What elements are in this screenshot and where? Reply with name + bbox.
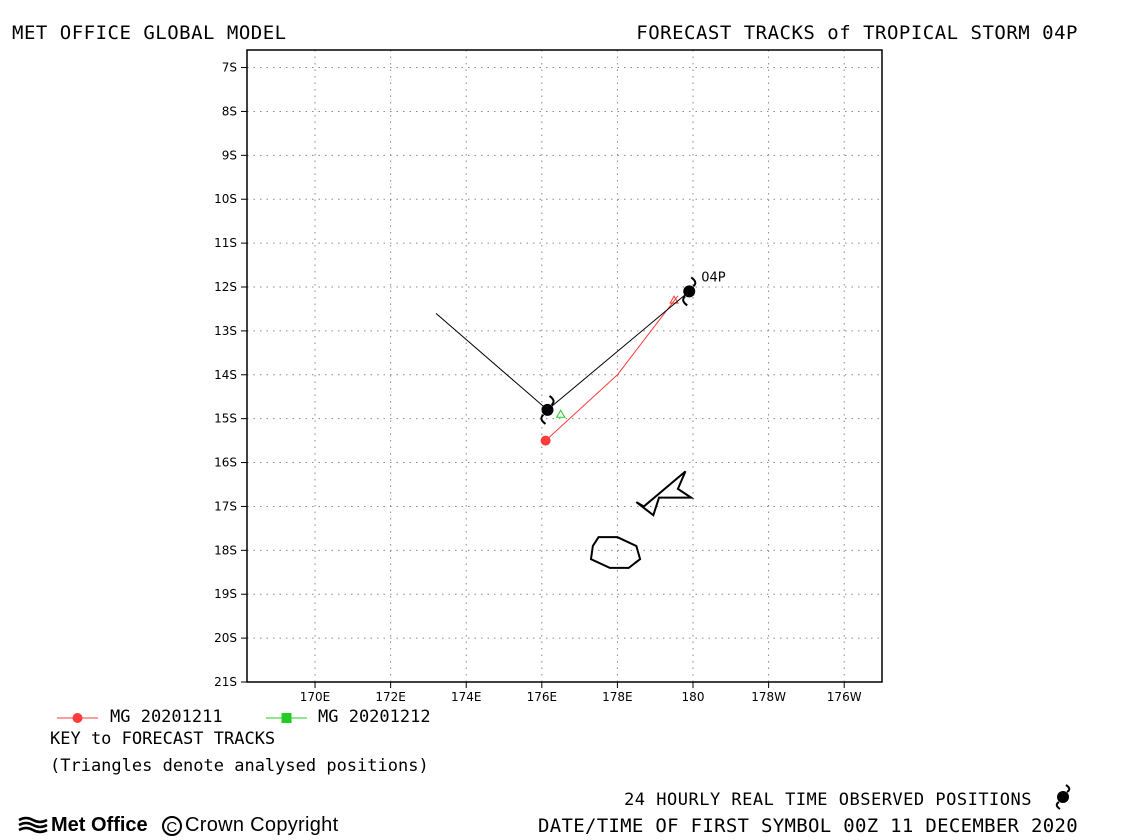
lon-tick-label: 170E (300, 690, 331, 704)
legend-label-mg-20201212: MG 20201212 (318, 707, 431, 727)
brand-name: Met Office (51, 814, 148, 836)
lat-tick-label: 9S (222, 148, 237, 162)
map-frame: 7S 8S 9S 10S 11S 12S 13S 14S 15S 16S 17S 18S 19S 20S 2… (214, 49, 883, 704)
first-symbol-datetime: DATE/TIME OF FIRST SYMBOL 00Z 11 DECEMBE… (538, 815, 1078, 837)
storm-symbol-core (541, 403, 554, 416)
storm-symbol-icon (1055, 784, 1071, 810)
legend-markers (57, 713, 307, 723)
lon-tick-label: 172E (375, 690, 406, 704)
storm-symbol (540, 395, 555, 425)
lat-tick-label: 11S (214, 236, 237, 250)
storm-name-label: 04P (701, 270, 726, 285)
legend-label-mg-20201211: MG 20201211 (110, 707, 223, 727)
model-name: MET OFFICE GLOBAL MODEL (12, 22, 287, 44)
observed-positions-label: 24 HOURLY REAL TIME OBSERVED POSITIONS (624, 790, 1032, 810)
forecast-tracks: 04P (435, 270, 726, 446)
island-outline (635, 470, 695, 517)
copyright-notice: C Crown Copyright (162, 814, 338, 837)
storm-symbol-arm (540, 414, 547, 425)
lon-tick-label: 174E (451, 690, 482, 704)
lat-tick-label: 8S (222, 104, 237, 118)
map-grid (247, 50, 882, 683)
lat-tick-label: 20S (214, 631, 237, 645)
lat-tick-label: 14S (214, 368, 237, 382)
chart-title: FORECAST TRACKS of TROPICAL STORM 04P (636, 22, 1078, 44)
storm-symbol-arm (690, 276, 697, 288)
lat-tick-label: 7S (222, 61, 237, 75)
analysed-position-triangle (555, 409, 566, 418)
land-outlines (589, 470, 695, 569)
copyright-text: Crown Copyright (185, 814, 339, 836)
island-outline (589, 536, 642, 569)
lon-tick-label: 176W (827, 690, 862, 704)
lat-tick-label: 18S (214, 543, 237, 557)
lat-tick-label: 12S (214, 280, 237, 294)
track-line (545, 295, 679, 441)
lon-tick-label: 180 (682, 690, 705, 704)
storm-symbol (682, 276, 697, 307)
storm-symbol-arm (548, 395, 555, 406)
lat-tick-label: 19S (214, 587, 237, 601)
analysed-position-triangle (669, 295, 679, 304)
lon-tick-label: 178W (751, 690, 786, 704)
lat-tick-label: 15S (214, 412, 237, 426)
key-title: KEY to FORECAST TRACKS (50, 729, 276, 749)
lat-tick-label: 16S (214, 456, 237, 470)
lat-tick-label: 10S (214, 192, 237, 206)
lat-tick-label: 13S (214, 324, 237, 338)
legend-square-marker (281, 713, 292, 723)
key-note: (Triangles denote analysed positions) (50, 756, 429, 776)
lat-tick-label: 17S (214, 499, 237, 513)
track-line (435, 291, 690, 411)
legend-circle-marker (72, 713, 83, 723)
map-border (246, 49, 883, 683)
lon-tick-label: 176E (527, 690, 558, 704)
storm-symbol-core (683, 285, 696, 298)
lat-tick-label: 21S (214, 675, 237, 689)
copyright-icon: C (162, 816, 182, 836)
met-office-logo: Met Office (18, 814, 148, 837)
track-end-marker (540, 435, 551, 446)
met-office-waves-icon (18, 816, 48, 834)
lon-tick-label: 178E (602, 690, 633, 704)
storm-symbol-arm (682, 295, 688, 307)
